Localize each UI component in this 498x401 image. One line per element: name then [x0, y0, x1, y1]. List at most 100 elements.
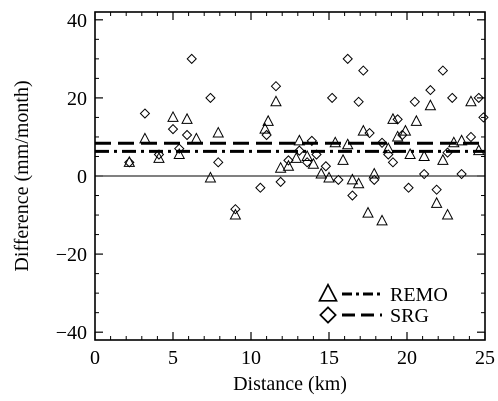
- srg-point: [397, 129, 408, 141]
- remo-point: [352, 177, 365, 189]
- y-tick-label: −20: [56, 244, 87, 266]
- remo-point: [153, 151, 165, 163]
- srg-point: [383, 149, 394, 160]
- remo-point: [472, 144, 485, 156]
- remo-point: [274, 161, 287, 173]
- x-tick-label: 10: [241, 347, 261, 369]
- srg-point: [387, 157, 399, 168]
- legend-label-srg: SRG: [390, 305, 429, 327]
- remo-point: [455, 134, 468, 146]
- remo-point: [173, 147, 186, 160]
- remo-point: [404, 147, 416, 160]
- remo-point: [329, 136, 342, 148]
- srg-point: [301, 157, 313, 168]
- srg-point: [205, 92, 216, 104]
- y-tick-label: 40: [67, 10, 87, 32]
- srg-point: [213, 157, 224, 168]
- y-tick-label: 20: [67, 88, 87, 110]
- srg-point: [442, 147, 453, 158]
- legend-label-remo: REMO: [390, 284, 448, 306]
- srg-point: [478, 112, 489, 123]
- remo-point: [418, 149, 430, 161]
- x-tick-label: 0: [90, 347, 100, 369]
- srg-point: [186, 53, 197, 65]
- srg-point: [437, 65, 449, 76]
- remo-point: [437, 153, 449, 165]
- srg-point: [270, 80, 282, 92]
- srg-point: [230, 203, 241, 215]
- remo-point: [341, 138, 354, 150]
- remo-point: [293, 134, 306, 146]
- remo-point: [290, 151, 303, 163]
- srg-point: [124, 157, 135, 168]
- remo-point: [262, 114, 274, 126]
- y-axis-label: Difference (mm/month): [11, 80, 33, 271]
- srg-point: [333, 174, 344, 186]
- srg-point: [139, 108, 151, 119]
- srg-point: [473, 92, 484, 104]
- x-tick-label: 25: [475, 347, 495, 369]
- remo-point: [315, 167, 328, 179]
- srg-point: [261, 129, 272, 141]
- srg-point: [447, 92, 458, 104]
- srg-point: [409, 96, 421, 108]
- srg-point: [465, 131, 477, 143]
- srg-point: [376, 137, 388, 149]
- remo-point: [362, 206, 374, 218]
- srg-point: [181, 129, 193, 141]
- remo-point: [399, 124, 412, 136]
- srg-point: [353, 96, 364, 108]
- remo-point: [391, 130, 404, 142]
- remo-point: [282, 159, 295, 171]
- legend-marker-srg: [319, 306, 337, 324]
- x-tick-label: 15: [319, 347, 339, 369]
- srg-point: [306, 135, 318, 147]
- srg-point: [456, 168, 467, 180]
- remo-point: [167, 110, 179, 122]
- srg-point: [255, 182, 266, 193]
- remo-point: [229, 208, 242, 220]
- y-tick-label: 0: [77, 166, 87, 188]
- x-axis-label: Distance (km): [233, 373, 347, 395]
- legend-marker-remo: [318, 282, 338, 302]
- x-tick-label: 20: [397, 347, 417, 369]
- remo-point: [204, 171, 217, 183]
- srg-point: [369, 174, 380, 186]
- remo-point: [357, 124, 370, 136]
- remo-point: [190, 132, 203, 144]
- srg-point: [283, 155, 294, 166]
- srg-point: [174, 143, 185, 154]
- srg-point: [418, 168, 430, 180]
- srg-point: [311, 149, 322, 160]
- remo-point: [465, 95, 477, 107]
- remo-point: [346, 173, 359, 185]
- srg-point: [342, 53, 353, 65]
- remo-point: [301, 149, 313, 161]
- remo-point: [212, 126, 225, 138]
- remo-point: [323, 171, 335, 183]
- srg-point: [431, 184, 442, 195]
- srg-point: [326, 92, 338, 104]
- remo-point: [139, 132, 151, 144]
- srg-point: [275, 176, 286, 188]
- srg-point: [153, 149, 165, 160]
- srg-point: [403, 182, 414, 193]
- srg-point: [320, 161, 332, 172]
- remo-point: [270, 95, 282, 107]
- remo-point: [181, 112, 193, 124]
- remo-point: [387, 112, 399, 124]
- x-tick-label: 5: [168, 347, 178, 369]
- remo-point: [441, 208, 454, 220]
- srg-point: [364, 127, 375, 139]
- srg-point: [358, 65, 369, 76]
- srg-point: [347, 190, 358, 201]
- remo-point: [368, 167, 381, 179]
- remo-point: [410, 114, 423, 126]
- srg-point: [167, 123, 179, 135]
- remo-point: [447, 136, 460, 148]
- remo-point: [259, 122, 271, 134]
- remo-point: [337, 153, 349, 165]
